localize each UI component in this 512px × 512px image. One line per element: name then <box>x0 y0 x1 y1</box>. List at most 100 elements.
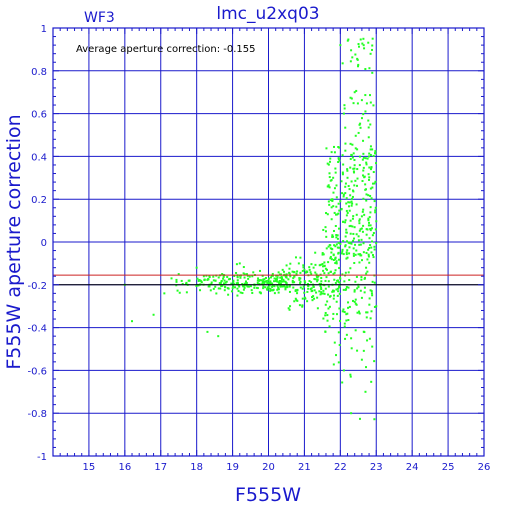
data-point <box>330 206 333 209</box>
data-point <box>327 261 330 264</box>
data-point <box>345 319 348 322</box>
data-point <box>283 284 286 287</box>
data-point <box>266 286 269 289</box>
data-point <box>299 256 302 259</box>
data-point <box>241 284 244 287</box>
data-point <box>354 329 357 332</box>
data-point <box>350 200 353 203</box>
data-point <box>352 252 355 255</box>
data-point <box>370 290 373 293</box>
data-point <box>341 173 344 176</box>
data-point <box>334 269 337 272</box>
data-point <box>288 272 291 275</box>
data-point <box>361 259 364 262</box>
data-point <box>287 307 290 310</box>
data-point <box>262 278 265 281</box>
data-point <box>251 291 254 294</box>
data-point <box>355 203 358 206</box>
data-point <box>335 262 338 265</box>
data-point <box>358 155 361 158</box>
data-point <box>236 287 239 290</box>
data-point <box>321 263 324 266</box>
y-tick-label: 0.4 <box>31 152 47 163</box>
data-point <box>370 310 373 313</box>
data-point <box>357 253 360 256</box>
data-point <box>288 308 291 311</box>
data-point <box>354 280 357 283</box>
data-point <box>337 361 340 364</box>
x-axis-label: F555W <box>235 484 301 506</box>
data-point <box>246 274 249 277</box>
data-point <box>205 274 208 277</box>
data-point <box>356 148 359 151</box>
data-point <box>227 278 230 281</box>
data-point <box>357 239 360 242</box>
data-point <box>333 145 336 148</box>
data-point <box>329 198 332 201</box>
data-point <box>313 289 316 292</box>
data-point <box>218 282 221 285</box>
data-point <box>272 289 275 292</box>
data-point <box>353 159 356 162</box>
data-point <box>370 246 373 249</box>
data-point <box>335 260 338 263</box>
data-point <box>336 237 339 240</box>
data-point <box>328 244 331 247</box>
data-point <box>242 272 245 275</box>
data-point <box>339 277 342 280</box>
data-point <box>332 363 335 366</box>
data-point <box>326 314 329 317</box>
data-point <box>371 254 374 257</box>
data-point <box>338 209 341 212</box>
data-point <box>353 91 356 94</box>
data-point <box>363 213 366 216</box>
data-point <box>373 281 376 284</box>
data-point <box>335 213 338 216</box>
data-point <box>181 283 184 286</box>
data-point <box>310 263 313 266</box>
data-point <box>299 282 302 285</box>
data-point <box>365 161 368 164</box>
data-point <box>276 280 279 283</box>
data-point <box>245 282 248 285</box>
data-point <box>345 202 348 205</box>
data-point <box>374 209 377 212</box>
data-point <box>269 280 272 283</box>
data-point <box>281 268 284 271</box>
data-point <box>359 254 362 257</box>
data-point <box>360 99 363 102</box>
data-point <box>271 284 274 287</box>
data-point <box>344 235 347 238</box>
data-point <box>332 253 335 256</box>
data-point <box>365 102 368 105</box>
data-point <box>344 271 347 274</box>
data-point <box>320 276 323 279</box>
data-point <box>348 242 351 245</box>
data-point <box>348 201 351 204</box>
data-point <box>285 282 288 285</box>
data-point <box>367 224 370 227</box>
data-point <box>358 261 361 264</box>
data-point <box>261 280 264 283</box>
data-point <box>371 148 374 151</box>
data-point <box>358 123 361 126</box>
data-point <box>361 179 364 182</box>
data-point <box>294 290 297 293</box>
data-point <box>224 281 227 284</box>
data-point <box>319 263 322 266</box>
data-point <box>334 262 337 265</box>
data-point <box>338 286 341 289</box>
data-point <box>316 296 319 299</box>
data-point <box>230 282 233 285</box>
data-point <box>336 287 339 290</box>
data-point <box>368 176 371 179</box>
data-point <box>209 289 212 292</box>
data-point <box>285 264 288 267</box>
data-point <box>235 263 238 266</box>
data-point <box>364 110 367 113</box>
data-point <box>323 292 326 295</box>
y-tick-label: -0.8 <box>27 409 47 420</box>
data-point <box>175 278 178 281</box>
data-point <box>357 285 360 288</box>
data-point <box>370 197 373 200</box>
